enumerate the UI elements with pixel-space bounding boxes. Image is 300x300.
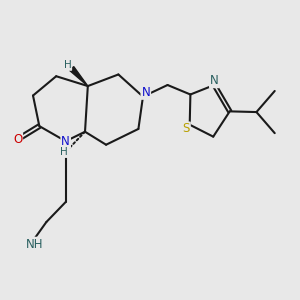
Text: N: N [61, 135, 70, 148]
Text: NH: NH [26, 238, 44, 251]
Text: N: N [141, 86, 150, 99]
Text: N: N [210, 74, 219, 87]
Polygon shape [70, 67, 88, 86]
Text: S: S [182, 122, 190, 135]
Text: H: H [60, 147, 68, 157]
Text: O: O [13, 133, 22, 146]
Text: H: H [64, 60, 71, 70]
